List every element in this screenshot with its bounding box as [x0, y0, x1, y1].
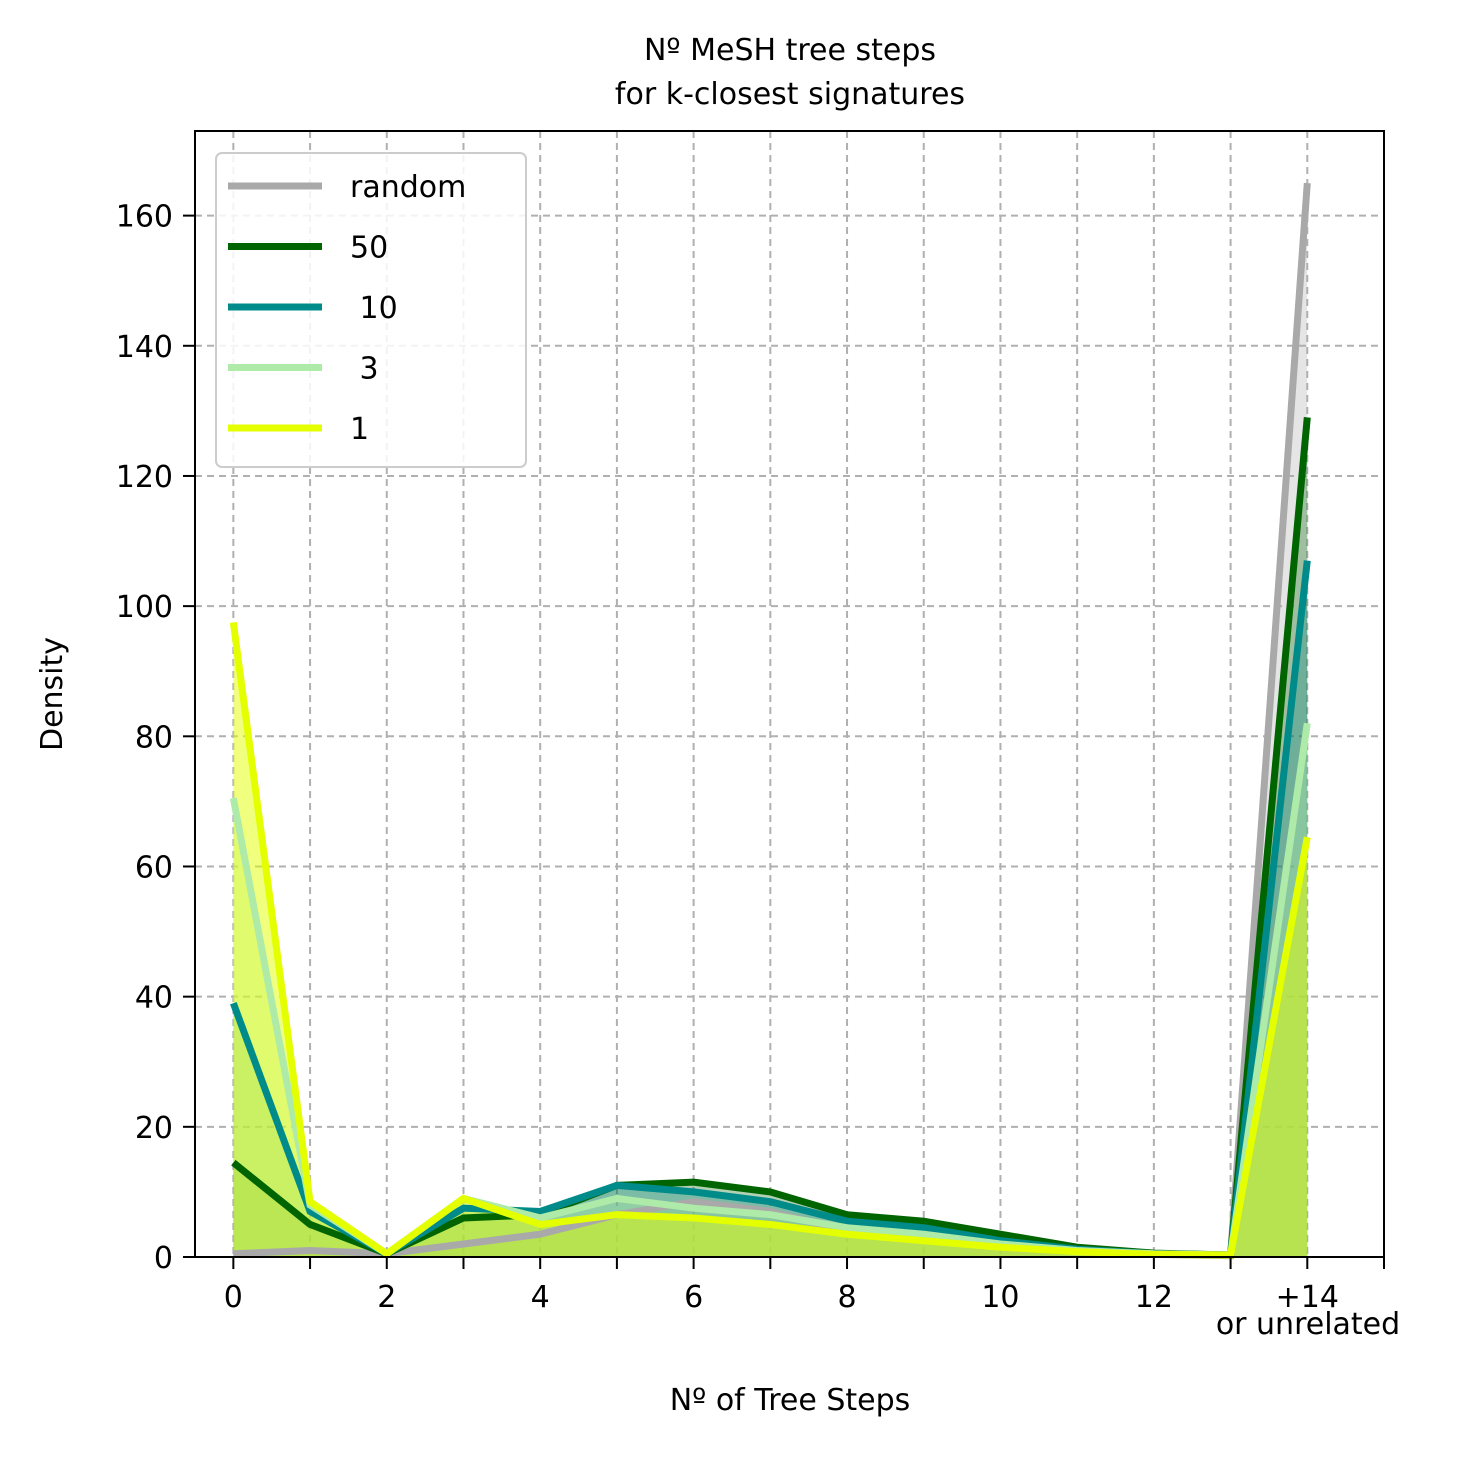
y-tick-label: 120	[116, 460, 173, 495]
y-tick-label: 100	[116, 590, 173, 625]
y-tick-label: 0	[154, 1241, 173, 1276]
legend-label: random	[350, 170, 466, 205]
legend-box	[215, 152, 527, 468]
x-tick-label: 8	[837, 1280, 856, 1315]
plot-frame	[194, 130, 1385, 1258]
y-tick-label: 40	[135, 981, 173, 1016]
y-tick-label: 60	[135, 850, 173, 885]
x-tick-label: 4	[531, 1280, 550, 1315]
series-lines	[229, 182, 1311, 1260]
x-axis-label: Nº of Tree Steps	[670, 1383, 911, 1418]
chart-title-line-2: for k-closest signatures	[615, 77, 965, 112]
legend-label: 50	[350, 231, 388, 266]
legend-label: 10	[350, 291, 398, 326]
legend-label: 1	[350, 412, 369, 447]
x-tick-sublabel: or unrelated	[1216, 1307, 1400, 1342]
y-axis-label: Density	[35, 637, 70, 751]
y-tick-label: 80	[135, 720, 173, 755]
series-line	[229, 621, 1311, 1259]
y-tick-label: 160	[116, 200, 173, 235]
axes: 0 2 4 6 8 10 12 +14 0 20 40 60 80 100 120 140 160	[116, 200, 1385, 1315]
x-tick-label: 10	[981, 1280, 1019, 1315]
x-tick-label: 2	[377, 1280, 396, 1315]
x-tick-label: 6	[684, 1280, 703, 1315]
legend: random 50 10 3 1	[215, 152, 527, 468]
x-tick-label: +14	[1276, 1280, 1339, 1315]
x-tick-label: 12	[1135, 1280, 1173, 1315]
y-tick-label: 140	[116, 330, 173, 365]
chart-title-line-1: Nº MeSH tree steps	[644, 33, 936, 68]
x-tick-label: 0	[224, 1280, 243, 1315]
legend-label: 3	[350, 352, 379, 387]
y-tick-label: 20	[135, 1111, 173, 1146]
